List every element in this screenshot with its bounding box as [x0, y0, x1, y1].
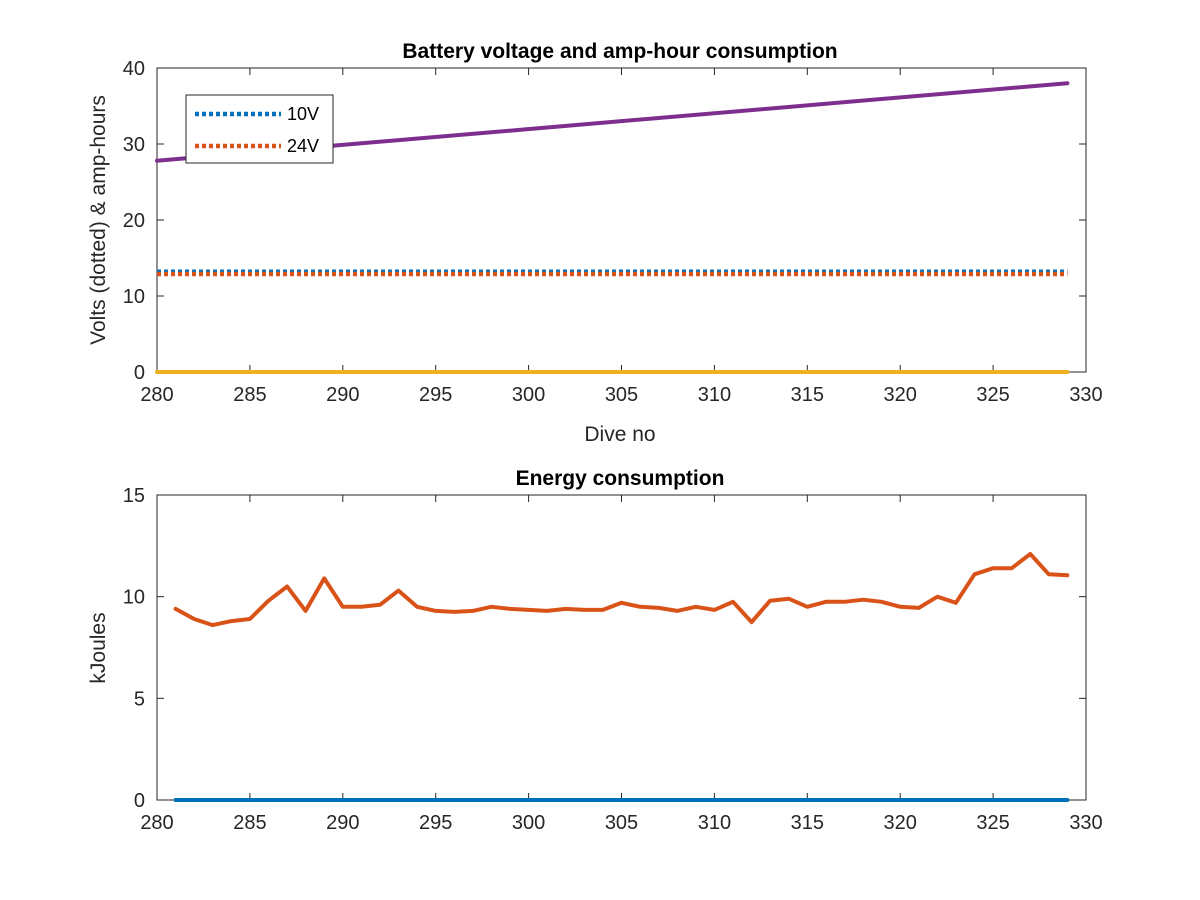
- voltage-y-tick-label: 30: [123, 134, 145, 156]
- voltage-x-axis-label: Dive no: [584, 423, 655, 446]
- energy-x-tick-label: 315: [791, 812, 824, 834]
- energy-y-tick-label: 0: [134, 790, 145, 812]
- energy-y-tick-label: 10: [123, 587, 145, 609]
- voltage-x-tick-label: 290: [326, 384, 359, 406]
- voltage-y-tick-label: 10: [123, 286, 145, 308]
- energy-axes: Energy consumption kJoules 280 285 290 295 3…: [87, 467, 1103, 834]
- legend-label-24v: 24V: [287, 136, 319, 156]
- voltage-y-tick-label: 40: [123, 58, 145, 80]
- voltage-x-tick-label: 280: [140, 384, 173, 406]
- voltage-y-tick-label: 20: [123, 210, 145, 232]
- energy-y-axis-label: kJoules: [87, 612, 110, 683]
- energy-x-tick-label: 320: [884, 812, 917, 834]
- voltage-y-axis-label: Volts (dotted) & amp-hours: [87, 95, 110, 345]
- energy-y-tick-label: 15: [123, 485, 145, 507]
- energy-x-tick-label: 325: [976, 812, 1009, 834]
- legend-box: [185, 94, 334, 164]
- energy-x-tick-label: 295: [419, 812, 452, 834]
- voltage-x-tick-label: 315: [791, 384, 824, 406]
- voltage-x-tick-label: 325: [976, 384, 1009, 406]
- energy-chart-title: Energy consumption: [516, 467, 725, 490]
- energy-x-tick-label: 280: [140, 812, 173, 834]
- voltage-x-tick-label: 300: [512, 384, 545, 406]
- energy-x-tick-label: 300: [512, 812, 545, 834]
- energy-series-1: [173, 552, 1070, 628]
- voltage-y-tick-label: 0: [134, 362, 145, 384]
- voltage-x-tick-label: 285: [233, 384, 266, 406]
- voltage-axes: Battery voltage and amp-hour consumption…: [87, 40, 1103, 446]
- energy-x-tick-label: 330: [1069, 812, 1102, 834]
- voltage-x-tick-label: 305: [605, 384, 638, 406]
- energy-plot-area: [156, 494, 1087, 801]
- energy-x-tick-label: 305: [605, 812, 638, 834]
- voltage-x-tick-label: 320: [884, 384, 917, 406]
- energy-x-tick-label: 310: [698, 812, 731, 834]
- voltage-chart-title: Battery voltage and amp-hour consumption: [402, 40, 837, 63]
- energy-x-tick-label: 290: [326, 812, 359, 834]
- energy-x-tick-label: 285: [233, 812, 266, 834]
- legend-label-10v: 10V: [287, 104, 319, 124]
- voltage-x-tick-label: 330: [1069, 384, 1102, 406]
- voltage-x-tick-label: 310: [698, 384, 731, 406]
- voltage-x-tick-label: 295: [419, 384, 452, 406]
- energy-y-tick-label: 5: [134, 688, 145, 710]
